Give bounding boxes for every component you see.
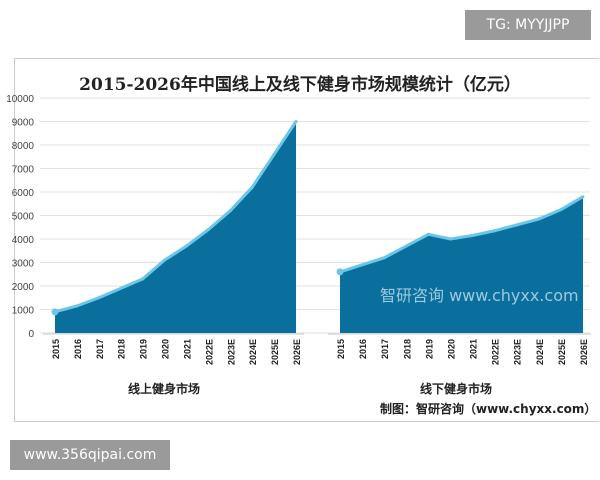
y-tick-label: 2000 (12, 282, 35, 293)
data-point (228, 209, 232, 213)
series-line (339, 195, 584, 274)
site-watermark: www.356qipai.com (10, 440, 170, 470)
x-tick-label: 2019 (424, 339, 434, 359)
x-tick-label: 2015 (51, 339, 61, 359)
data-point (141, 277, 145, 281)
x-tick-label: 2024E (248, 339, 258, 365)
data-point (559, 208, 563, 212)
data-point (448, 237, 452, 241)
tg-watermark: TG: MYYJJPP (465, 10, 591, 40)
data-point (51, 308, 59, 316)
y-tick-label: 0 (28, 329, 34, 340)
data-point (163, 258, 167, 262)
data-point (581, 195, 585, 199)
data-point (184, 244, 188, 248)
x-tick-label: 2023E (226, 339, 236, 365)
y-tick-label: 5000 (12, 212, 35, 223)
x-tick-label: 2022E (204, 339, 214, 365)
data-point (493, 229, 497, 233)
data-point (119, 286, 123, 290)
x-tick-label: 2020 (446, 339, 456, 359)
x-tick-label: 2026E (579, 339, 589, 365)
x-tick-label: 2021 (469, 339, 479, 359)
x-tick-label: 2017 (380, 339, 390, 359)
y-tick-label: 3000 (12, 259, 35, 270)
area-online (55, 121, 296, 333)
x-tick-label: 2025E (557, 339, 567, 365)
data-point (336, 268, 344, 276)
x-tick-label: 2021 (182, 339, 192, 359)
y-tick-label: 8000 (12, 141, 35, 152)
x-tick-label: 2023E (513, 339, 523, 365)
data-point (360, 263, 364, 267)
data-point (250, 185, 254, 189)
y-tick-label: 6000 (12, 188, 35, 199)
x-tick-label: 2019 (139, 339, 149, 359)
chart-frame (14, 58, 599, 422)
data-point (97, 296, 101, 300)
x-tick-label: 2025E (270, 339, 280, 365)
data-point (515, 223, 519, 227)
y-tick-label: 7000 (12, 165, 35, 176)
series-line (54, 120, 298, 314)
x-tick-label: 2024E (535, 339, 545, 365)
y-tick-label: 10000 (6, 94, 34, 105)
data-point (382, 256, 386, 260)
x-tick-label: 2020 (161, 339, 171, 359)
x-tick-label: 2018 (117, 339, 127, 359)
group-label-online: 线上健身市场 (128, 382, 201, 396)
x-tick-label: 2016 (358, 339, 368, 359)
data-point (75, 304, 79, 308)
y-tick-label: 9000 (12, 118, 35, 129)
data-point (404, 244, 408, 248)
data-point (537, 217, 541, 221)
logo-watermark: 智研咨询 www.chyxx.com (380, 286, 579, 305)
x-tick-label: 2022E (491, 339, 501, 365)
x-tick-label: 2018 (402, 339, 412, 359)
x-tick-label: 2016 (73, 339, 83, 359)
x-tick-label: 2015 (336, 339, 346, 359)
data-point (272, 152, 276, 156)
y-tick-label: 1000 (12, 306, 35, 317)
data-point (294, 120, 298, 123)
area-offline (340, 196, 583, 333)
x-tick-label: 2026E (292, 339, 302, 365)
data-point (426, 232, 430, 236)
data-point (206, 228, 210, 232)
y-tick-label: 4000 (12, 235, 35, 246)
source-note: 制图：智研咨询（www.chyxx.com） (380, 402, 597, 416)
group-label-offline: 线下健身市场 (420, 382, 493, 396)
chart-title: 2015-2026年中国线上及线下健身市场规模统计（亿元） (79, 75, 521, 95)
x-tick-label: 2017 (95, 339, 105, 359)
data-point (471, 233, 475, 237)
